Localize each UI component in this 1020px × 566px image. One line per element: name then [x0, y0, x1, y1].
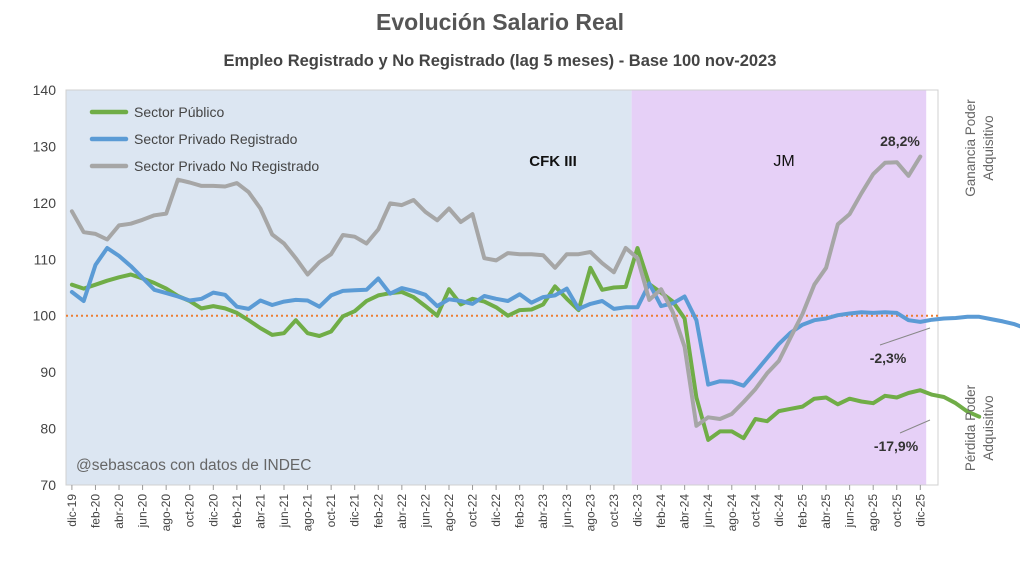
legend: Sector Público Sector Privado Registrado S… — [89, 104, 319, 174]
x-tick-label: ago-22 — [442, 494, 456, 532]
x-tick-label: jun-21 — [277, 494, 291, 529]
y-tick-label: 110 — [34, 251, 57, 267]
legend-label-2: Sector Privado No Registrado — [134, 158, 319, 174]
x-tick-label: ago-21 — [301, 494, 315, 532]
x-tick-label: abr-20 — [112, 494, 126, 529]
x-tick-label: feb-22 — [371, 494, 385, 528]
svg-text:Pérdida Poder: Pérdida Poder — [963, 384, 978, 471]
x-tick-label: feb-20 — [88, 494, 102, 528]
legend-label-1: Sector Privado Registrado — [134, 131, 298, 147]
x-tick-label: abr-23 — [536, 494, 550, 529]
y-tick-label: 120 — [33, 195, 57, 211]
plot-frame — [65, 89, 939, 486]
x-tick-label: dic-21 — [348, 494, 362, 527]
chart-subtitle: Empleo Registrado y No Registrado (lag 5… — [224, 52, 777, 70]
y-tick-label: 70 — [40, 477, 56, 493]
credit-text: @sebascaos con datos de INDEC — [76, 457, 311, 474]
x-tick-label: dic-25 — [913, 494, 927, 527]
period-label-cfk: CFK III — [529, 153, 577, 170]
side-label-gain: Ganancia Poder Adquisitivo — [963, 99, 996, 197]
y-tick-label: 100 — [33, 308, 57, 324]
x-tick-label: jun-24 — [701, 494, 715, 529]
x-tick-label: dic-22 — [489, 494, 503, 527]
y-tick-label: 140 — [33, 82, 57, 98]
x-tick-label: jun-23 — [560, 494, 574, 529]
x-tick-label: dic-20 — [206, 494, 220, 527]
y-tick-label: 80 — [40, 421, 56, 437]
x-tick-label: feb-24 — [654, 494, 668, 528]
x-tick-label: feb-25 — [795, 494, 809, 528]
x-tick-label: feb-23 — [513, 494, 527, 528]
svg-text:Ganancia Poder: Ganancia Poder — [963, 99, 978, 197]
x-tick-label: jun-20 — [136, 494, 150, 529]
x-tick-label: abr-21 — [253, 494, 267, 529]
x-tick-label: jun-22 — [418, 494, 432, 529]
x-tick-label: ago-25 — [866, 494, 880, 532]
x-tick-label: ago-24 — [725, 494, 739, 532]
series-line-2 — [69, 154, 923, 428]
svg-text:Adquisitivo: Adquisitivo — [981, 395, 996, 460]
side-label-loss: Pérdida Poder Adquisitivo — [963, 384, 996, 471]
x-tick-label: abr-25 — [819, 494, 833, 529]
annotation-publico: -17,9% — [874, 438, 919, 454]
series-line-0 — [69, 246, 982, 442]
x-tick-label: abr-22 — [395, 494, 409, 529]
plot-area — [65, 89, 939, 486]
x-tick-label: oct-22 — [466, 494, 480, 528]
y-axis: 70 80 90 100 110 120 130 140 — [33, 82, 57, 493]
x-tick-label: ago-20 — [159, 494, 173, 532]
x-tick-label: oct-24 — [748, 494, 762, 528]
y-tick-label: 90 — [40, 364, 56, 380]
annotation-leader-publico — [899, 419, 931, 434]
x-tick-label: oct-20 — [183, 494, 197, 528]
x-tick-label: abr-24 — [678, 494, 692, 529]
x-tick-label: oct-21 — [324, 494, 338, 528]
annotation-no-registrado: 28,2% — [880, 133, 920, 149]
annotation-leader-registrado — [879, 327, 931, 346]
x-tick-label: dic-23 — [631, 494, 645, 527]
series-lines — [69, 154, 1020, 442]
y-tick-label: 130 — [33, 138, 57, 154]
x-tick-label: jun-25 — [843, 494, 857, 529]
chart-title: Evolución Salario Real — [376, 9, 624, 35]
x-tick-label: dic-19 — [65, 494, 79, 527]
x-tick-label: oct-23 — [607, 494, 621, 528]
period-label-jm: JM — [773, 153, 794, 170]
x-tick-label: feb-21 — [230, 494, 244, 528]
x-tick-label: dic-24 — [772, 494, 786, 527]
annotation-privado-registrado: -2,3% — [870, 350, 907, 366]
x-tick-label: oct-25 — [890, 494, 904, 528]
legend-label-0: Sector Público — [134, 104, 224, 120]
x-axis: dic-19 feb-20 abr-20 jun-20 ago-20 oct-20 dic-… — [65, 485, 927, 531]
x-tick-label: ago-23 — [583, 494, 597, 532]
period-backgrounds — [66, 90, 927, 485]
period-band-1 — [631, 90, 927, 485]
series-line-1 — [69, 246, 1020, 388]
svg-text:Adquisitivo: Adquisitivo — [981, 115, 996, 180]
